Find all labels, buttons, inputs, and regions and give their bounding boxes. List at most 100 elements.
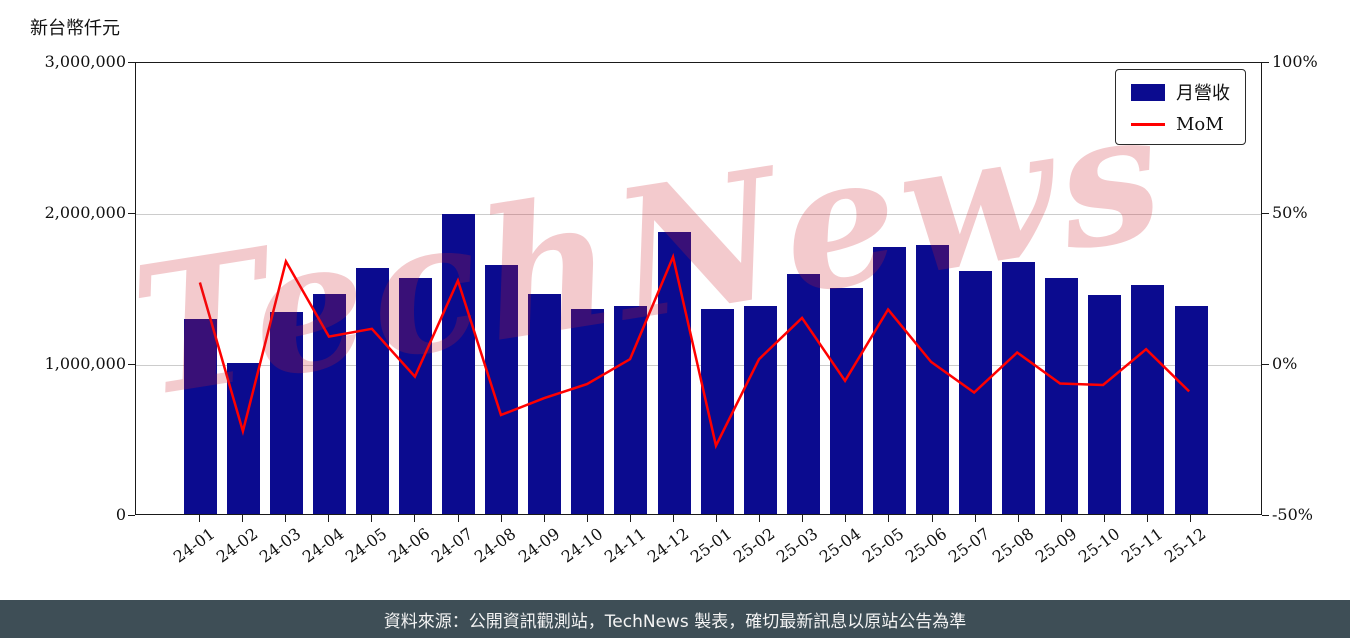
x-tick-label-24-03: 24-03 bbox=[255, 524, 305, 567]
revenue-bar-24-05 bbox=[355, 267, 389, 514]
revenue-bar-25-01 bbox=[700, 308, 734, 514]
y-right-tick-label: 100% bbox=[1272, 52, 1318, 71]
revenue-bar-25-02 bbox=[743, 305, 777, 514]
x-tick-mark bbox=[199, 515, 200, 522]
x-tick-mark bbox=[457, 515, 459, 522]
x-tick-mark bbox=[759, 515, 761, 522]
x-tick-label-24-08: 24-08 bbox=[471, 524, 520, 567]
x-tick-mark bbox=[500, 515, 502, 522]
x-tick-mark bbox=[543, 515, 545, 522]
revenue-bar-24-01 bbox=[183, 319, 217, 514]
x-tick-mark bbox=[629, 515, 631, 522]
y-right-tick-mark bbox=[1262, 364, 1269, 365]
x-tick-mark bbox=[242, 515, 244, 522]
y-right-tick-mark bbox=[1262, 213, 1269, 214]
x-tick-mark bbox=[285, 515, 287, 522]
grid-line bbox=[136, 214, 1261, 215]
revenue-bar-25-10 bbox=[1088, 295, 1122, 514]
y-left-tick-label: 3,000,000 bbox=[44, 52, 126, 71]
y-right-tick-mark bbox=[1262, 515, 1269, 516]
revenue-bar-24-09 bbox=[528, 293, 562, 514]
x-tick-mark bbox=[888, 515, 890, 522]
revenue-bar-24-11 bbox=[614, 305, 648, 514]
x-tick-mark bbox=[414, 515, 416, 522]
x-tick-label-24-01: 24-01 bbox=[169, 524, 219, 567]
x-tick-label-24-04: 24-04 bbox=[298, 524, 348, 567]
y-left-tick-label: 2,000,000 bbox=[44, 203, 126, 222]
x-tick-label-25-10: 25-10 bbox=[1074, 524, 1123, 567]
x-tick-label-25-05: 25-05 bbox=[859, 524, 908, 567]
footer-source-text: 資料來源：公開資訊觀測站，TechNews 製表，確切最新訊息以原站公告為準 bbox=[383, 611, 967, 632]
y-axis-unit-label: 新台幣仟元 bbox=[30, 18, 120, 39]
revenue-bar-25-12 bbox=[1174, 305, 1208, 514]
x-tick-label-24-06: 24-06 bbox=[385, 524, 434, 567]
y-left-tick-mark bbox=[128, 515, 135, 516]
x-tick-label-24-11: 24-11 bbox=[600, 524, 650, 567]
x-tick-label-24-07: 24-07 bbox=[428, 524, 477, 567]
revenue-bar-25-08 bbox=[1002, 261, 1036, 514]
legend-item-mom: MoM bbox=[1131, 114, 1230, 135]
x-tick-mark bbox=[673, 515, 674, 522]
x-tick-label-25-04: 25-04 bbox=[815, 524, 865, 567]
revenue-bar-24-03 bbox=[269, 311, 303, 514]
x-tick-label-25-09: 25-09 bbox=[1031, 524, 1080, 567]
y-left-tick-mark bbox=[128, 364, 135, 365]
x-tick-label-25-12: 25-12 bbox=[1160, 524, 1210, 567]
y-left-tick-mark bbox=[128, 213, 135, 214]
revenue-bar-24-08 bbox=[485, 264, 519, 514]
revenue-bar-25-11 bbox=[1131, 284, 1165, 514]
x-tick-mark bbox=[1060, 515, 1062, 522]
x-tick-mark bbox=[1103, 515, 1105, 522]
x-tick-mark bbox=[586, 515, 588, 522]
x-tick-label-24-05: 24-05 bbox=[341, 524, 391, 567]
y-right-tick-label: 50% bbox=[1272, 203, 1308, 222]
mom-legend-label: MoM bbox=[1176, 114, 1224, 135]
legend-item-revenue: 月營收 bbox=[1131, 79, 1230, 105]
x-tick-label-25-08: 25-08 bbox=[988, 524, 1037, 567]
revenue-bar-25-03 bbox=[786, 273, 820, 514]
x-tick-label-25-11: 25-11 bbox=[1117, 524, 1167, 567]
x-tick-label-24-09: 24-09 bbox=[514, 524, 563, 567]
y-left-tick-mark bbox=[128, 62, 135, 63]
mom-line bbox=[198, 252, 1191, 450]
x-tick-label-25-02: 25-02 bbox=[729, 524, 779, 567]
y-left-tick-label: 1,000,000 bbox=[44, 354, 126, 373]
footer-bar: 資料來源：公開資訊觀測站，TechNews 製表，確切最新訊息以原站公告為準 bbox=[0, 600, 1350, 638]
x-tick-mark bbox=[1017, 515, 1019, 522]
x-tick-mark bbox=[802, 515, 804, 522]
x-tick-mark bbox=[1190, 515, 1191, 522]
x-tick-label-24-12: 24-12 bbox=[643, 524, 693, 567]
y-right-tick-label: 0% bbox=[1272, 354, 1298, 373]
revenue-bar-24-04 bbox=[312, 293, 346, 514]
x-tick-label-25-07: 25-07 bbox=[945, 524, 994, 567]
y-right-tick-label: -50% bbox=[1272, 505, 1313, 524]
revenue-bars bbox=[136, 63, 1261, 514]
x-tick-label-25-01: 25-01 bbox=[686, 524, 736, 567]
revenue-bar-25-04 bbox=[829, 287, 863, 514]
revenue-bar-25-05 bbox=[872, 246, 906, 514]
x-tick-label-25-03: 25-03 bbox=[772, 524, 822, 567]
x-tick-mark bbox=[974, 515, 976, 522]
x-tick-label-24-10: 24-10 bbox=[557, 524, 606, 567]
x-tick-mark bbox=[328, 515, 330, 522]
x-tick-label-25-06: 25-06 bbox=[902, 524, 951, 567]
x-tick-mark bbox=[845, 515, 847, 522]
y-left-tick-label: 0 bbox=[115, 505, 126, 524]
mom-line-layer bbox=[198, 252, 1191, 450]
y-right-tick-mark bbox=[1262, 62, 1269, 63]
plot-area bbox=[135, 62, 1262, 515]
revenue-bar-24-10 bbox=[571, 308, 605, 514]
legend: 月營收 MoM bbox=[1115, 69, 1246, 145]
x-tick-mark bbox=[371, 515, 373, 522]
x-tick-label-24-02: 24-02 bbox=[212, 524, 262, 567]
revenue-bar-24-06 bbox=[398, 278, 432, 514]
revenue-bar-24-07 bbox=[442, 213, 475, 514]
revenue-legend-label: 月營收 bbox=[1176, 83, 1230, 104]
x-tick-mark bbox=[931, 515, 933, 522]
mom-line-swatch-icon bbox=[1131, 123, 1165, 126]
revenue-bar-25-06 bbox=[916, 245, 949, 514]
revenue-bar-swatch-icon bbox=[1131, 83, 1165, 101]
x-tick-mark bbox=[716, 515, 717, 522]
revenue-bar-25-09 bbox=[1045, 278, 1079, 514]
